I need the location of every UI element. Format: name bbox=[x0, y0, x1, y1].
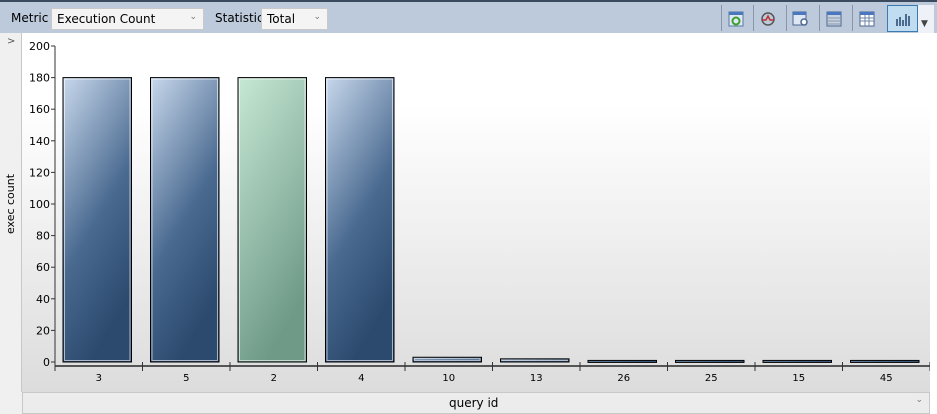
bar-highlight bbox=[239, 78, 306, 361]
toolbar-overflow-button[interactable]: ▼ bbox=[918, 5, 934, 33]
refresh-icon bbox=[728, 11, 744, 26]
grid-view-icon bbox=[826, 11, 842, 26]
bar-10 bbox=[412, 356, 482, 363]
bar-highlight bbox=[64, 78, 131, 361]
y-tick-label: 180 bbox=[29, 72, 50, 85]
collapsed-panel[interactable]: > bbox=[0, 33, 22, 392]
x-tick-label: 3 bbox=[96, 373, 102, 384]
bar-5 bbox=[150, 77, 220, 363]
y-tick-label: 140 bbox=[29, 135, 50, 148]
chart-view-icon bbox=[895, 13, 910, 26]
grid-view-button[interactable] bbox=[821, 6, 847, 31]
x-tick-label: 10 bbox=[442, 373, 455, 384]
statistic-label: Statistic bbox=[215, 11, 264, 25]
metric-value: Execution Count bbox=[57, 12, 156, 26]
y-axis-title: exec count bbox=[4, 173, 17, 234]
y-tick-label: 160 bbox=[29, 103, 50, 116]
overflow-icon: ▼ bbox=[921, 19, 928, 29]
statistic-dropdown[interactable]: Total ⌄ bbox=[261, 8, 328, 30]
bar-highlight bbox=[414, 358, 481, 362]
x-tick-label: 25 bbox=[705, 373, 718, 384]
view-query-icon bbox=[792, 11, 808, 26]
toolbar: Metric Execution Count ⌄ Statistic Total ⌄… bbox=[0, 0, 937, 33]
bar-26 bbox=[587, 359, 657, 363]
tracking-button[interactable] bbox=[755, 6, 781, 31]
x-tick-label: 45 bbox=[880, 373, 893, 384]
y-tick-label: 120 bbox=[29, 166, 50, 179]
tracking-icon bbox=[761, 11, 775, 26]
chevron-down-icon: ⌄ bbox=[915, 395, 923, 405]
x-axis-field-value: query id bbox=[449, 396, 499, 410]
bar-4 bbox=[325, 77, 395, 363]
bar-highlight bbox=[151, 78, 218, 361]
bar-highlight bbox=[326, 78, 393, 361]
bar-3 bbox=[62, 77, 132, 363]
y-tick-label: 60 bbox=[36, 261, 50, 274]
metric-dropdown[interactable]: Execution Count ⌄ bbox=[51, 8, 204, 30]
y-tick-label: 80 bbox=[36, 230, 50, 243]
x-tick-label: 4 bbox=[358, 373, 364, 384]
bar-chart: 0 20 40 60 80 100 120 140 160 180 200 exec count 3 5 2… bbox=[4, 40, 931, 384]
y-tick-label: 100 bbox=[29, 198, 50, 211]
chart-view-button[interactable] bbox=[887, 5, 918, 32]
y-tick-label: 40 bbox=[36, 293, 50, 306]
chevron-down-icon: ⌄ bbox=[189, 12, 197, 22]
metric-label: Metric bbox=[11, 11, 49, 25]
y-tick-label: 20 bbox=[36, 324, 50, 337]
expand-icon[interactable]: > bbox=[7, 36, 16, 47]
y-tick-label: 200 bbox=[29, 40, 50, 53]
x-tick-label: 5 bbox=[183, 373, 189, 384]
bar-25 bbox=[675, 359, 745, 363]
bar-45 bbox=[850, 359, 920, 363]
x-axis-field-dropdown[interactable]: query id ⌄ bbox=[22, 392, 930, 414]
chevron-down-icon: ⌄ bbox=[313, 12, 321, 22]
grid-details-button[interactable] bbox=[854, 6, 880, 31]
bar-2 bbox=[237, 77, 307, 363]
x-tick-label: 2 bbox=[271, 373, 277, 384]
grid-details-icon bbox=[859, 11, 875, 26]
y-tick-label: 0 bbox=[43, 356, 50, 369]
x-tick-label: 15 bbox=[792, 373, 805, 384]
x-tick-label: 13 bbox=[530, 373, 543, 384]
chart-area: 0 20 40 60 80 100 120 140 160 180 200 exec count 3 5 2… bbox=[4, 33, 931, 392]
view-query-button[interactable] bbox=[788, 6, 814, 31]
statistic-value: Total bbox=[267, 12, 296, 26]
bar-15 bbox=[762, 359, 832, 363]
refresh-button[interactable] bbox=[723, 6, 749, 31]
x-tick-label: 26 bbox=[617, 373, 630, 384]
